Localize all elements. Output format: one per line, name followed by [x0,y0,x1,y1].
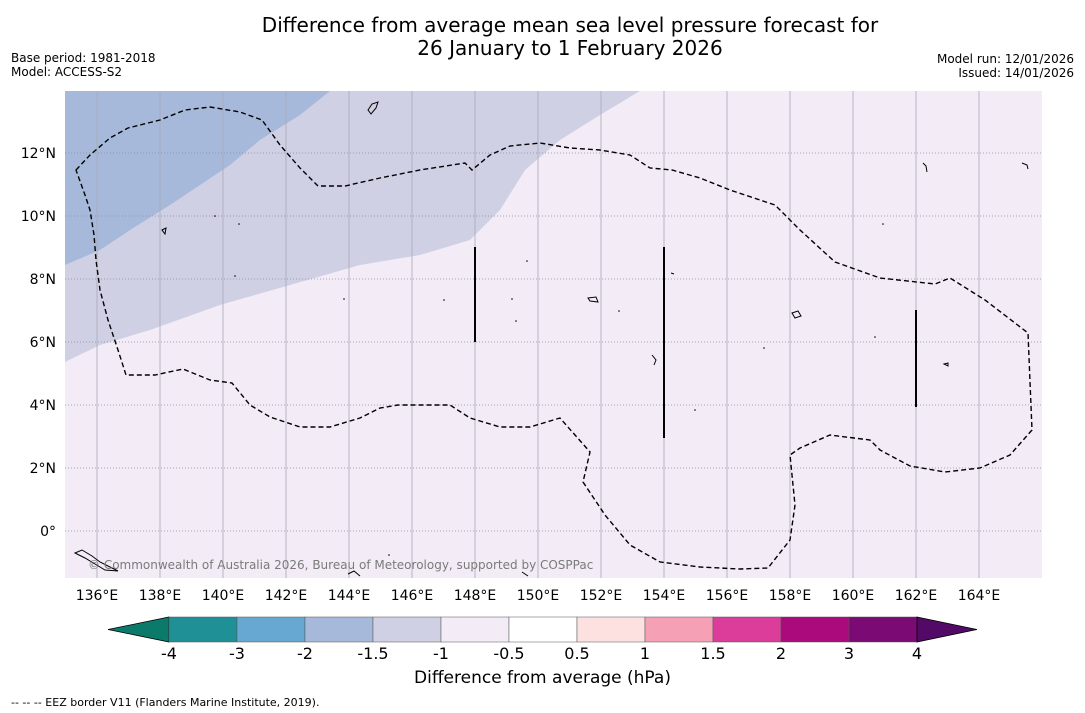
colorbar-bin [372,616,442,643]
longitude-label: 164°E [958,588,1001,604]
colorbar-extend-high [916,616,978,643]
colorbar-tick-labels: -4 -3 -2 -1.5 -1 -0.5 0.5 1 1.5 2 3 4 [161,644,922,663]
colorbar-bin [440,616,510,643]
longitude-label: 140°E [202,588,245,604]
latitude-label: 2°N [30,461,56,477]
colorbar-bin [644,616,714,643]
colorbar-bin [236,616,306,643]
colorbar-tick-label: -3 [229,644,245,663]
copyright-text: © Commonwealth of Australia 2026, Bureau… [88,558,594,572]
colorbar-bin [712,616,782,643]
shading-minus-2-to-minus-1-5 [65,91,330,265]
colorbar-bin [304,616,374,643]
longitude-label: 142°E [265,588,308,604]
title-line-1: Difference from average mean sea level p… [261,13,879,37]
eez-footnote: -- -- -- EEZ border V11 (Flanders Marine… [11,696,320,709]
longitude-label: 154°E [643,588,686,604]
longitude-label: 156°E [706,588,749,604]
latitude-label: 4°N [30,398,56,414]
longitude-labels: 136°E 138°E 140°E 142°E 144°E 146°E 148°E 150°E… [76,588,1001,604]
longitude-label: 162°E [895,588,938,604]
colorbar-tick-label: 4 [912,644,922,663]
latitude-label: 6°N [30,335,56,351]
meta-left: Base period: 1981-2018 Model: ACCESS-S2 [11,51,156,79]
graticule [65,91,1042,578]
colorbar-tick-label: 1.5 [700,644,725,663]
map-area [65,91,1042,578]
longitude-label: 144°E [328,588,371,604]
islands [73,101,1029,577]
colorbar-extend-low [107,616,170,643]
model-name: Model: ACCESS-S2 [11,65,123,79]
colorbar-bin [848,616,918,643]
longitude-label: 136°E [76,588,119,604]
longitude-label: 160°E [832,588,875,604]
longitude-label: 146°E [391,588,434,604]
longitude-label: 138°E [139,588,182,604]
eez-border [75,106,1033,570]
colorbar-bin [508,616,578,643]
colorbar-tick-label: -4 [161,644,177,663]
island-dots [214,215,884,556]
colorbar-tick-label: -2 [297,644,313,663]
meta-right: Model run: 12/01/2026 Issued: 14/01/2026 [937,52,1074,80]
longitude-label: 152°E [580,588,623,604]
colorbar-tick-label: -1 [433,644,449,663]
colorbar-tick-label: -1.5 [357,644,388,663]
colorbar-label: Difference from average (hPa) [414,668,671,688]
colorbar-tick-label: 1 [640,644,650,663]
colorbar-tick-label: 0.5 [564,644,589,663]
colorbar-tick-label: 3 [844,644,854,663]
map-title: Difference from average mean sea level p… [0,14,1085,60]
longitude-label: 150°E [517,588,560,604]
colorbar-bin [168,616,238,643]
colorbar-tick-label: -0.5 [493,644,524,663]
latitude-label: 10°N [21,209,56,225]
base-period: Base period: 1981-2018 [11,51,156,65]
colorbar-bin [780,616,850,643]
colorbar-bin [576,616,646,643]
latitude-label: 12°N [21,146,56,162]
issued-date: Issued: 14/01/2026 [958,66,1074,80]
latitude-labels: 12°N 10°N 8°N 6°N 4°N 2°N 0° [21,146,56,540]
latitude-label: 0° [40,524,56,540]
colorbar-tick-label: 2 [776,644,786,663]
longitude-label: 148°E [454,588,497,604]
title-line-2: 26 January to 1 February 2026 [417,36,723,60]
colorbar [107,616,978,643]
model-run: Model run: 12/01/2026 [936,52,1074,66]
latitude-label: 8°N [30,272,56,288]
longitude-label: 158°E [769,588,812,604]
